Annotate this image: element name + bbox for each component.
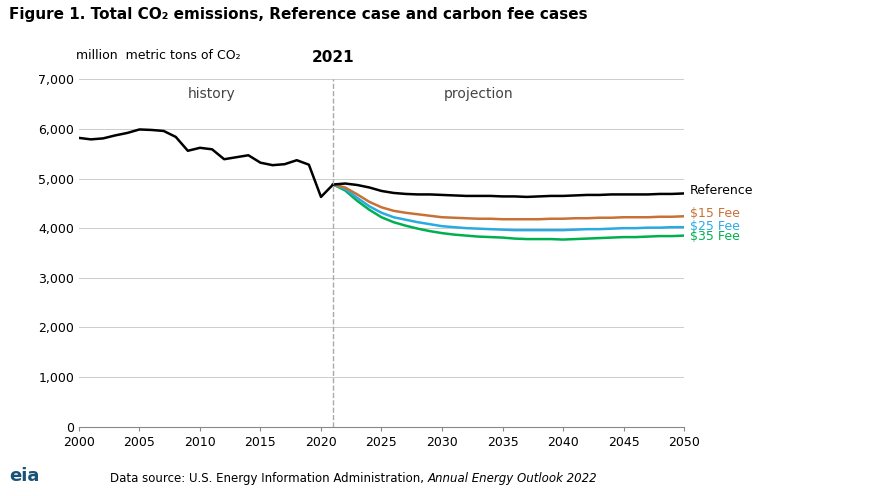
Text: eia: eia [9, 467, 39, 485]
Text: million  metric tons of CO₂: million metric tons of CO₂ [76, 49, 240, 62]
Text: Figure 1. Total CO₂ emissions, Reference case and carbon fee cases: Figure 1. Total CO₂ emissions, Reference… [9, 7, 588, 22]
Text: Reference: Reference [690, 185, 753, 197]
Text: $35 Fee: $35 Fee [690, 230, 740, 243]
Text: $15 Fee: $15 Fee [690, 207, 740, 220]
Text: 2021: 2021 [311, 51, 354, 65]
Text: Annual Energy Outlook 2022: Annual Energy Outlook 2022 [427, 472, 597, 485]
Text: history: history [189, 87, 236, 101]
Text: $25 Fee: $25 Fee [690, 220, 740, 233]
Text: projection: projection [444, 87, 513, 101]
Text: Data source: U.S. Energy Information Administration,: Data source: U.S. Energy Information Adm… [110, 472, 427, 485]
